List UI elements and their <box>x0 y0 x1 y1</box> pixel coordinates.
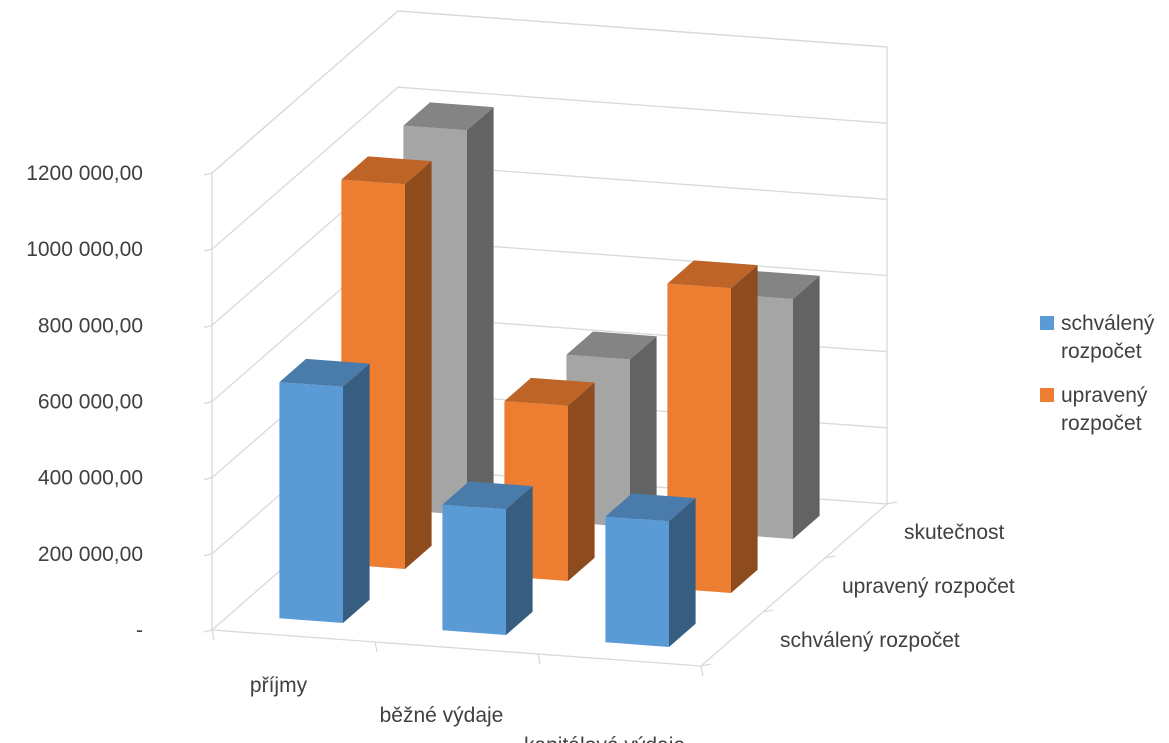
bar-front <box>279 382 343 623</box>
x-tick-mark <box>211 629 215 641</box>
bar-top <box>279 358 370 387</box>
legend-label: schválený <box>1061 312 1155 335</box>
category-label: běžné výdaje <box>380 704 504 727</box>
legend-label: rozpočet <box>1061 412 1142 435</box>
y-tick-mark <box>203 553 213 557</box>
bar-top <box>341 156 432 185</box>
bar <box>442 481 533 635</box>
bar-top <box>504 377 595 406</box>
x-tick-mark <box>537 653 541 665</box>
bar-side <box>568 382 595 581</box>
x-tick-mark <box>374 641 378 653</box>
y-tick-label: 600 000,00 <box>38 391 143 414</box>
y-tick-label: 200 000,00 <box>38 543 143 566</box>
y-tick-label: 1200 000,00 <box>26 162 143 185</box>
legend-swatch <box>1040 388 1054 402</box>
depth-label: schválený rozpočet <box>780 629 960 652</box>
bar-side <box>669 498 696 647</box>
bar-top <box>566 331 657 360</box>
y-tick-mark <box>203 172 213 176</box>
legend: schválený rozpočet upravený rozpočet <box>1040 312 1155 435</box>
bar <box>605 493 696 647</box>
legend-label: rozpočet <box>1061 340 1142 363</box>
y-tick-mark <box>203 629 213 633</box>
bar-side <box>506 486 533 635</box>
bar-top <box>667 260 758 289</box>
x-axis-category-labels: příjmy běžné výdaje kapitálové výdaje <box>250 674 685 743</box>
bar-side <box>405 161 432 569</box>
bar-side <box>467 107 494 515</box>
category-label: kapitálové výdaje <box>524 734 685 743</box>
legend-label: upravený <box>1061 384 1148 407</box>
depth-tick-mark <box>824 555 836 559</box>
depth-tick-mark <box>886 501 898 505</box>
y-tick-label: 800 000,00 <box>38 314 143 337</box>
bar <box>279 358 370 623</box>
bars <box>279 102 820 647</box>
legend-swatch <box>1040 316 1054 330</box>
bar-side <box>630 336 657 527</box>
x-tick-mark <box>700 665 704 677</box>
y-tick-mark <box>203 324 213 328</box>
y-tick-mark <box>203 477 213 481</box>
y-tick-label: 1000 000,00 <box>26 238 143 261</box>
gridline <box>211 86 888 250</box>
category-label: příjmy <box>250 674 308 697</box>
depth-label: upravený rozpočet <box>842 575 1015 598</box>
depth-tick-mark <box>700 663 712 667</box>
y-tick-mark <box>203 400 213 405</box>
depth-label: skutečnost <box>904 521 1005 544</box>
gridline <box>211 10 888 174</box>
bar-top <box>605 493 696 522</box>
y-tick-label: - <box>136 619 143 642</box>
bar-side <box>343 363 370 623</box>
bar-top <box>442 481 533 510</box>
bar-side <box>793 275 820 539</box>
bar-front <box>442 504 506 635</box>
y-tick-mark <box>203 248 213 252</box>
y-tick-label: 400 000,00 <box>38 467 143 490</box>
depth-tick-mark <box>762 609 774 613</box>
depth-axis-labels: skutečnost upravený rozpočet schválený roz… <box>780 521 1015 652</box>
bar-top <box>403 102 494 131</box>
bar-front <box>605 516 669 647</box>
y-axis-tick-labels: - 200 000,00 400 000,00 600 000,00 800 000,0… <box>26 162 213 642</box>
bar-side <box>731 265 758 593</box>
